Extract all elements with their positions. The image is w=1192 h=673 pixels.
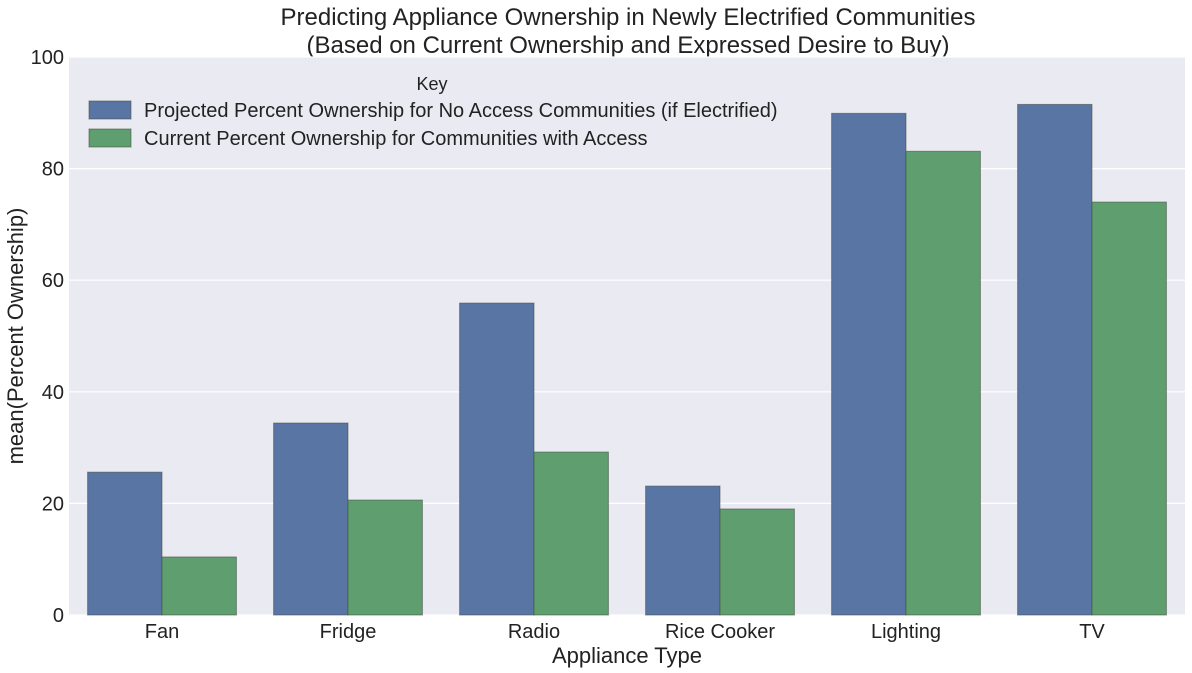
bar-radio-series-2 bbox=[533, 451, 609, 616]
y-tick-label: 20 bbox=[42, 493, 64, 515]
x-tick-label: Radio bbox=[508, 621, 560, 643]
legend-swatch bbox=[88, 128, 132, 148]
x-tick-label: Fridge bbox=[320, 621, 377, 643]
bar-rice-cooker-series-2 bbox=[719, 508, 795, 616]
y-axis-label: mean(Percent Ownership) bbox=[3, 208, 28, 465]
bar-lighting-series-1 bbox=[831, 112, 907, 616]
bar-fan-series-1 bbox=[87, 471, 163, 616]
bar-rice-cooker-series-1 bbox=[645, 485, 721, 616]
legend-entry-label: Current Percent Ownership for Communitie… bbox=[144, 128, 648, 150]
y-tick-label: 0 bbox=[53, 605, 64, 627]
bar-tv-series-2 bbox=[1091, 201, 1167, 616]
legend: Key Projected Percent Ownership for No Ac… bbox=[88, 74, 778, 150]
legend-swatch bbox=[88, 100, 132, 120]
y-tick-label: 60 bbox=[42, 270, 64, 292]
chart-title-line-1: Predicting Appliance Ownership in Newly … bbox=[280, 4, 976, 31]
x-tick-label: TV bbox=[1079, 621, 1105, 643]
x-tick-label: Fan bbox=[145, 621, 179, 643]
bar-tv-series-1 bbox=[1017, 103, 1093, 616]
y-tick-label: 40 bbox=[42, 382, 64, 404]
y-tick-label: 100 bbox=[31, 47, 64, 69]
legend-entry-label: Projected Percent Ownership for No Acces… bbox=[144, 100, 778, 122]
y-tick-label: 80 bbox=[42, 159, 64, 181]
x-tick-label: Lighting bbox=[871, 621, 941, 643]
x-axis-label: Appliance Type bbox=[552, 643, 702, 668]
x-tick-label: Rice Cooker bbox=[665, 621, 775, 643]
bar-lighting-series-2 bbox=[905, 150, 981, 616]
legend-title: Key bbox=[416, 74, 447, 94]
y-tick-labels: 0 20 40 60 80 100 bbox=[31, 47, 64, 627]
grid-lines bbox=[69, 56, 1185, 616]
bar-fan-series-2 bbox=[161, 556, 237, 616]
bar-radio-series-1 bbox=[459, 302, 535, 616]
plot-area bbox=[69, 57, 1185, 615]
bar-fridge-series-1 bbox=[273, 422, 349, 616]
x-tick-labels: Fan Fridge Radio Rice Cooker Lighting TV bbox=[145, 621, 1106, 643]
chart-title-line-2: (Based on Current Ownership and Expresse… bbox=[306, 32, 950, 59]
bar-fridge-series-2 bbox=[347, 499, 423, 616]
bars bbox=[87, 103, 1167, 616]
